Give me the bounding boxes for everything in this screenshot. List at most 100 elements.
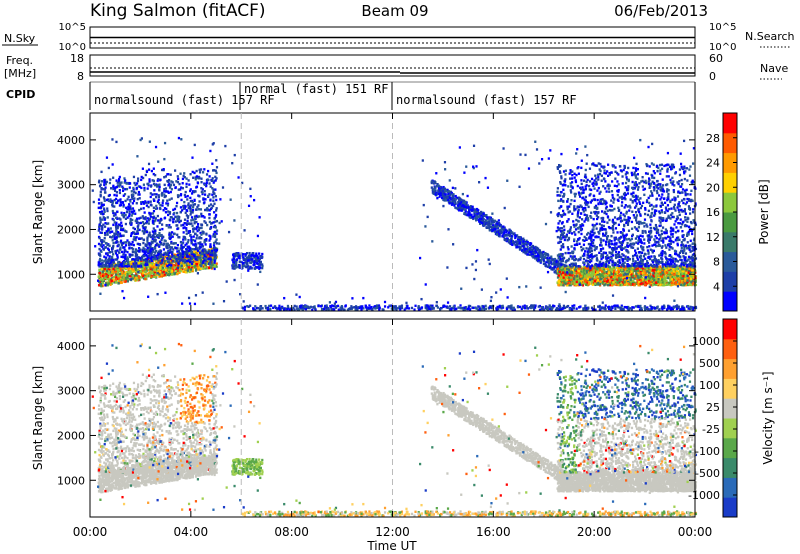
power-cell bbox=[213, 249, 216, 252]
power-cell bbox=[157, 264, 160, 267]
power-cell bbox=[622, 308, 625, 311]
power-cell bbox=[112, 253, 115, 256]
power-cell bbox=[207, 257, 210, 261]
power-cell bbox=[182, 207, 185, 210]
power-cell bbox=[170, 255, 173, 259]
freq-tick-lo: 8 bbox=[77, 70, 84, 83]
power-cell bbox=[135, 262, 138, 265]
power-cell bbox=[106, 252, 109, 255]
power-cell bbox=[106, 232, 109, 235]
power-cell bbox=[145, 170, 149, 174]
power-cell bbox=[172, 255, 176, 258]
power-cell bbox=[235, 251, 238, 255]
power-cell bbox=[182, 245, 186, 249]
power-cell bbox=[211, 187, 214, 190]
power-cell bbox=[172, 208, 175, 212]
power-cell bbox=[690, 307, 693, 310]
power-cell bbox=[333, 308, 336, 312]
power-cell bbox=[215, 232, 218, 235]
power-cell bbox=[138, 193, 141, 196]
power-cell bbox=[214, 250, 217, 253]
power-cell bbox=[182, 231, 185, 234]
power-cell bbox=[111, 270, 114, 274]
power-cell bbox=[166, 190, 169, 193]
power-cell bbox=[97, 275, 100, 278]
power-cell bbox=[123, 181, 126, 184]
power-cell bbox=[142, 253, 146, 257]
power-cell bbox=[181, 182, 184, 185]
power-cell bbox=[111, 268, 114, 272]
power-cell bbox=[133, 270, 136, 273]
power-cell bbox=[152, 172, 155, 176]
power-cell bbox=[157, 243, 160, 247]
power-cell bbox=[164, 211, 168, 214]
power-cell bbox=[461, 204, 464, 207]
power-cell bbox=[526, 253, 530, 256]
power-cell bbox=[127, 195, 130, 199]
power-cell bbox=[105, 198, 109, 202]
power-cell bbox=[214, 256, 218, 260]
power-cell bbox=[207, 250, 211, 253]
power-cell bbox=[370, 305, 373, 309]
power-cell bbox=[128, 246, 131, 249]
power-cell bbox=[196, 234, 199, 237]
power-cell bbox=[360, 306, 363, 309]
power-cell bbox=[206, 209, 209, 212]
power-cell bbox=[491, 226, 494, 230]
power-cell bbox=[142, 202, 146, 205]
power-cell bbox=[130, 265, 133, 268]
power-cell bbox=[146, 265, 149, 268]
power-cell bbox=[103, 218, 106, 221]
power-cell bbox=[99, 254, 102, 257]
power-cell bbox=[209, 227, 212, 231]
power-cell bbox=[251, 260, 254, 263]
power-cell bbox=[138, 228, 141, 232]
power-cell bbox=[182, 226, 185, 230]
power-cell bbox=[155, 263, 158, 267]
power-cell bbox=[143, 227, 147, 231]
power-cell bbox=[196, 255, 199, 259]
power-cell bbox=[104, 246, 107, 249]
power-cell bbox=[206, 253, 209, 256]
power-cell bbox=[258, 263, 261, 267]
power-cell bbox=[180, 261, 183, 265]
power-cell bbox=[327, 307, 330, 311]
power-cell bbox=[211, 254, 214, 257]
power-cell bbox=[160, 265, 163, 268]
power-cell bbox=[156, 214, 159, 218]
power-cell bbox=[107, 228, 110, 231]
power-cell bbox=[534, 255, 537, 258]
power-cell bbox=[127, 263, 130, 266]
power-cell bbox=[166, 257, 169, 260]
power-cell bbox=[196, 267, 200, 270]
power-cell bbox=[539, 255, 542, 259]
power-cell bbox=[212, 181, 215, 184]
power-cell bbox=[552, 304, 555, 307]
power-cell bbox=[157, 271, 161, 275]
power-cell bbox=[98, 257, 102, 261]
power-cell bbox=[189, 255, 192, 259]
power-cell bbox=[620, 304, 623, 307]
power-cell bbox=[107, 199, 111, 203]
power-cell bbox=[313, 307, 317, 310]
power-cell bbox=[232, 255, 235, 258]
power-cell bbox=[199, 259, 203, 262]
power-cell bbox=[209, 199, 212, 202]
power-cell bbox=[483, 308, 486, 312]
power-cell bbox=[207, 266, 211, 270]
power-cell bbox=[197, 254, 200, 257]
power-cell bbox=[245, 251, 249, 255]
power-cell bbox=[120, 279, 123, 282]
power-cell bbox=[144, 217, 147, 221]
power-cell bbox=[142, 270, 145, 273]
power-cell bbox=[204, 255, 207, 259]
power-cell bbox=[182, 257, 185, 260]
power-cell bbox=[160, 266, 163, 269]
power-cell bbox=[111, 247, 114, 250]
power-cell bbox=[180, 248, 183, 252]
power-cell bbox=[155, 269, 158, 272]
power-cell bbox=[297, 307, 300, 311]
power-cell bbox=[511, 243, 514, 246]
power-cell bbox=[215, 254, 218, 257]
power-cell bbox=[162, 262, 166, 265]
